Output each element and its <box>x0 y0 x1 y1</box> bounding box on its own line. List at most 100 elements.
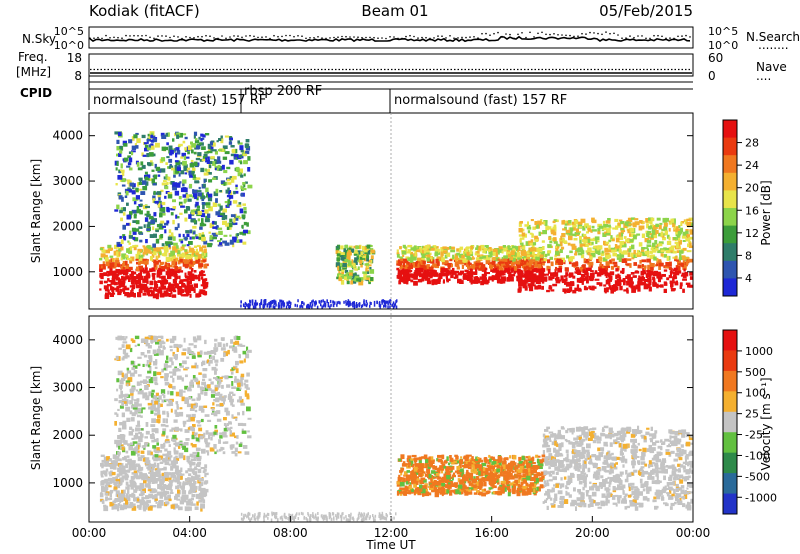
echo-cell <box>129 182 134 187</box>
nsearch-dot <box>129 35 131 37</box>
echo-cell <box>641 259 647 263</box>
echo-cell <box>440 251 444 256</box>
echo-cell <box>548 276 553 281</box>
echo-cell <box>669 280 673 284</box>
echo-cell <box>571 245 577 250</box>
echo-cell <box>512 273 516 277</box>
echo-cell <box>185 256 190 259</box>
echo-cell <box>620 279 624 283</box>
echo-cell <box>127 461 132 465</box>
echo-cell <box>210 394 215 398</box>
echo-cell <box>649 278 652 283</box>
echo-cell <box>239 360 244 364</box>
echo-cell <box>189 468 194 472</box>
echo-cell <box>443 250 448 254</box>
echo-cell <box>152 243 156 248</box>
echo-cell <box>672 223 675 228</box>
echo-cell <box>181 490 187 495</box>
echo-cell <box>229 218 233 223</box>
echo-cell <box>640 252 643 256</box>
echo-cell <box>230 191 233 196</box>
echo-cell <box>221 164 225 170</box>
echo-cell <box>552 220 556 224</box>
echo-cell <box>200 418 204 423</box>
echo-cell <box>452 267 455 273</box>
echo-cell <box>236 336 241 340</box>
echo-cell <box>406 269 412 273</box>
echo-cell <box>400 269 404 274</box>
echo-cell <box>184 259 189 264</box>
echo-cell <box>215 363 218 367</box>
echo-cell <box>155 501 158 504</box>
echo-cell <box>488 262 491 265</box>
echo-cell <box>210 350 215 354</box>
echo-cell <box>533 254 536 258</box>
echo-cell <box>518 272 523 277</box>
noise-cell <box>353 305 356 309</box>
echo-cell <box>159 457 162 461</box>
noise-cell <box>363 299 365 303</box>
echo-cell <box>572 289 577 294</box>
echo-cell <box>226 384 231 388</box>
echo-cell <box>204 438 208 443</box>
noise-cell <box>301 301 304 304</box>
echo-cell <box>671 282 674 287</box>
echo-cell <box>522 251 527 256</box>
echo-cell <box>466 246 471 249</box>
echo-cell <box>436 279 441 284</box>
echo-cell <box>221 216 225 220</box>
echo-cell <box>155 260 159 265</box>
echo-cell <box>620 230 626 233</box>
echo-cell <box>668 236 671 241</box>
echo-cell <box>137 383 142 386</box>
echo-cell <box>533 264 538 268</box>
echo-cell <box>548 286 553 290</box>
echo-cell <box>431 280 435 286</box>
noise-cell <box>345 302 347 306</box>
echo-cell <box>195 210 199 213</box>
echo-cell <box>686 250 692 253</box>
echo-cell <box>405 256 409 259</box>
echo-cell <box>152 287 158 291</box>
echo-cell <box>137 363 141 367</box>
echo-cell <box>137 374 142 377</box>
echo-cell <box>538 277 543 282</box>
nsearch-dot <box>469 36 471 38</box>
nsearch-dot <box>213 37 215 39</box>
echo-cell <box>179 258 183 263</box>
echo-cell <box>570 256 575 260</box>
echo-cell <box>144 385 149 390</box>
echo-cell <box>105 249 110 254</box>
echo-cell <box>668 228 671 232</box>
echo-cell <box>122 472 128 475</box>
echo-cell <box>120 239 124 244</box>
echo-cell <box>337 265 340 271</box>
echo-cell <box>419 248 424 253</box>
echo-cell <box>109 465 115 470</box>
nsearch-dot <box>541 31 543 34</box>
echo-cell <box>198 236 203 240</box>
nsearch-dot <box>581 32 583 35</box>
echo-cell <box>591 219 597 224</box>
echo-cell <box>445 272 449 276</box>
echo-cell <box>685 282 691 285</box>
echo-cell <box>340 275 345 279</box>
echo-cell <box>122 256 126 260</box>
echo-cell <box>168 158 173 163</box>
echo-cell <box>147 506 153 511</box>
echo-cell <box>241 214 246 219</box>
echo-cell <box>168 463 171 466</box>
nsearch-dot <box>257 36 259 39</box>
echo-cell <box>114 484 119 487</box>
echo-cell <box>504 261 509 265</box>
echo-cell <box>537 284 542 290</box>
echo-cell <box>106 456 110 461</box>
echo-cell <box>112 476 117 482</box>
echo-cell <box>575 266 579 271</box>
echo-cell <box>580 274 586 278</box>
echo-cell <box>190 503 196 506</box>
echo-cell <box>530 239 534 244</box>
echo-cell <box>239 387 242 390</box>
echo-cell <box>404 246 408 252</box>
echo-cell <box>470 280 473 285</box>
